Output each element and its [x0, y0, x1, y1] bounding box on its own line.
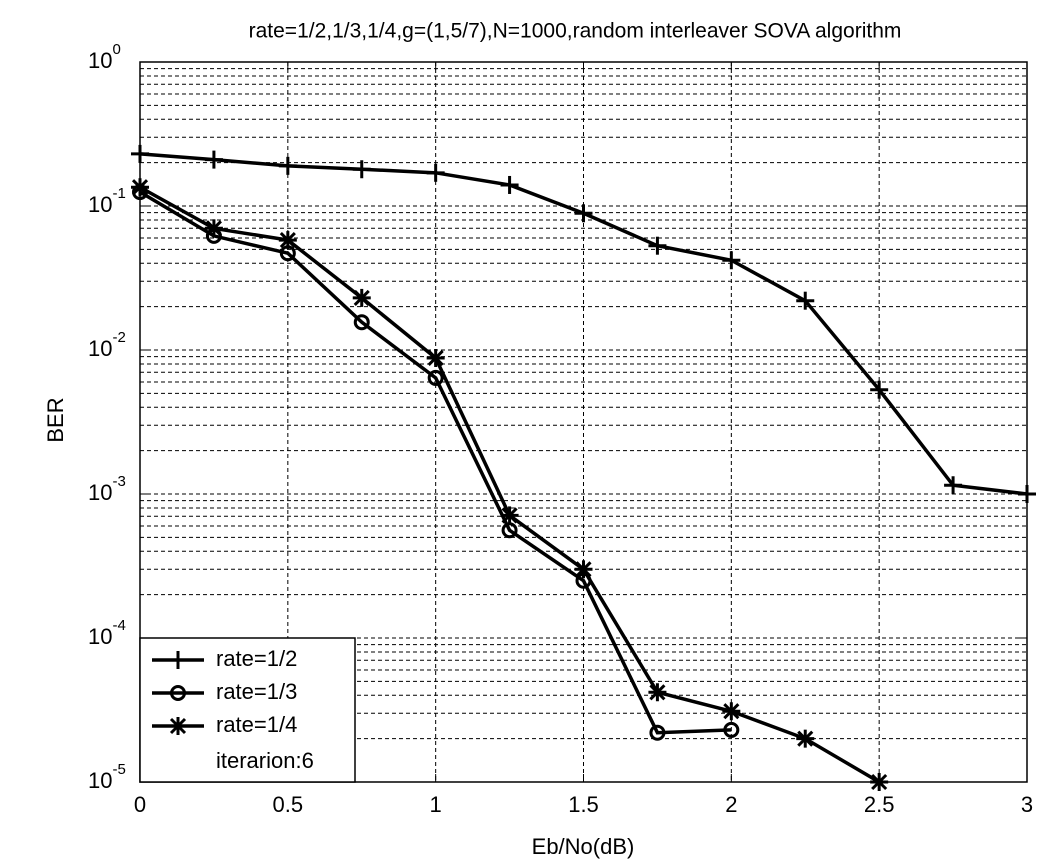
marker	[352, 288, 371, 307]
marker-stroke	[205, 220, 222, 237]
marker	[648, 236, 667, 255]
marker	[131, 144, 149, 163]
marker-stroke	[353, 289, 370, 306]
marker	[574, 560, 593, 579]
marker	[1018, 485, 1036, 503]
marker	[500, 175, 519, 194]
x-axis-label: Eb/No(dB)	[532, 834, 635, 859]
marker-stroke	[279, 232, 296, 249]
marker-stroke	[575, 561, 592, 578]
marker	[723, 721, 740, 738]
series-line	[139, 190, 732, 735]
y-tick-label: 10-4	[88, 617, 126, 649]
y-tick-label: 10-3	[88, 473, 126, 505]
marker	[649, 724, 666, 741]
y-tick-label: 100	[88, 41, 121, 73]
marker-circle	[649, 724, 666, 741]
marker	[648, 683, 667, 702]
marker-stroke	[501, 507, 518, 524]
legend-note: iterarion:6	[216, 748, 314, 773]
legend-label: rate=1/2	[216, 646, 297, 671]
marker-stroke	[169, 717, 187, 735]
x-tick-label: 0	[134, 792, 146, 817]
marker	[796, 729, 815, 748]
y-tick-label: 10-2	[88, 329, 126, 361]
marker-circle	[723, 721, 740, 738]
marker	[131, 178, 149, 197]
marker	[204, 150, 223, 169]
marker	[796, 291, 815, 310]
legend-label: rate=1/4	[216, 712, 297, 737]
marker-stroke	[649, 684, 666, 701]
y-tick-label: 10-5	[88, 761, 126, 793]
marker	[278, 231, 297, 250]
marker	[870, 380, 889, 399]
legend-box	[139, 637, 356, 783]
y-tick-label: 10-1	[88, 185, 126, 217]
x-tick-label: 1.5	[568, 792, 599, 817]
marker	[574, 204, 593, 223]
marker-circle	[170, 685, 186, 701]
marker	[426, 163, 445, 182]
x-tick-label: 2	[725, 792, 737, 817]
y-axis-label: BER	[43, 397, 68, 442]
marker	[426, 348, 445, 367]
marker	[427, 369, 444, 386]
marker	[352, 160, 371, 179]
marker	[500, 506, 519, 525]
marker	[944, 476, 963, 495]
plot-frame	[139, 61, 1028, 783]
marker-circle	[353, 314, 370, 331]
marker-stroke	[131, 179, 149, 196]
marker-stroke	[871, 773, 888, 791]
x-tick-label: 3	[1021, 792, 1033, 817]
marker	[722, 702, 741, 721]
marker-stroke	[427, 349, 444, 367]
marker	[169, 651, 187, 669]
x-tick-label: 0.5	[273, 792, 304, 817]
marker-circle	[427, 369, 444, 386]
marker	[169, 717, 187, 735]
marker-stroke	[723, 703, 740, 720]
marker	[204, 219, 223, 238]
marker	[870, 773, 889, 791]
x-tick-label: 2.5	[864, 792, 895, 817]
marker	[722, 251, 741, 270]
legend-label: rate=1/3	[216, 679, 297, 704]
marker	[278, 156, 297, 175]
marker-stroke	[797, 730, 814, 747]
marker	[353, 314, 370, 331]
x-tick-label: 1	[430, 792, 442, 817]
marker	[170, 685, 186, 701]
chart-title: rate=1/2,1/3,1/4,g=(1,5/7),N=1000,random…	[249, 20, 902, 43]
